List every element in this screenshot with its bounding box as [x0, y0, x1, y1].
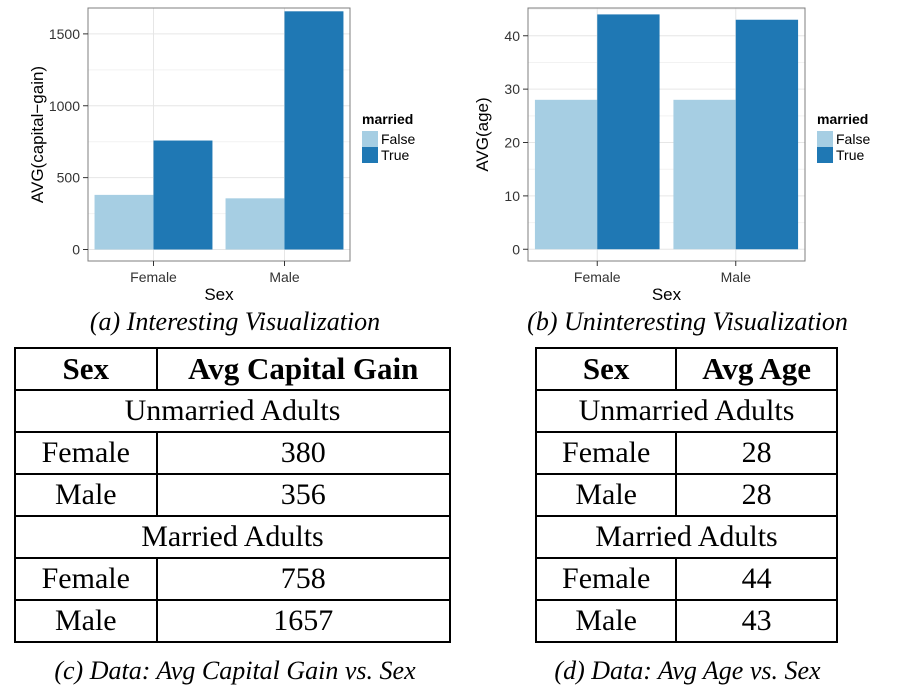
age-bar-chart: 0 10 20 30 40 Female Male Sex AVG(age) married Fal…: [473, 7, 870, 304]
legend-key: [362, 131, 378, 147]
x-axis-label: Sex: [204, 285, 234, 304]
bar: [284, 11, 344, 250]
capital-gain-table: Sex Avg Capital Gain Unmarried Adults Fe…: [14, 347, 452, 643]
y-tick-label: 20: [504, 135, 520, 151]
table-cell: 28: [675, 473, 838, 517]
table-cell: 356: [155, 473, 452, 517]
plot-border: [87, 7, 351, 262]
table-row: Male 43: [534, 599, 838, 643]
table-cell: 28: [675, 431, 838, 475]
table-row: Female 758: [14, 557, 452, 601]
table-cell: Male: [14, 473, 158, 517]
column-header: Avg Capital Gain: [155, 347, 452, 391]
table-row: Male 1657: [14, 599, 452, 643]
column-header: Sex: [14, 347, 158, 391]
y-tick-label: 1000: [49, 98, 80, 114]
table-cell: Female: [534, 557, 678, 601]
legend-label: False: [836, 131, 870, 147]
group-row: Unmarried Adults: [535, 389, 838, 433]
legend-label: False: [381, 131, 415, 147]
bar: [597, 14, 660, 250]
table-row: Male 356: [14, 473, 452, 517]
x-tick-label: Male: [721, 269, 752, 285]
y-tick-label: 30: [504, 81, 520, 97]
table-header-row: Sex Avg Age: [534, 347, 838, 391]
y-axis-label: AVG(capital−gain): [28, 66, 47, 203]
table-cell: 44: [675, 557, 838, 601]
bar: [225, 198, 285, 250]
table-cell: Female: [14, 431, 158, 475]
legend-key: [817, 131, 833, 147]
table-cell: Female: [534, 431, 678, 475]
table-cell: Male: [534, 473, 678, 517]
bar: [153, 140, 213, 250]
legend-label: True: [836, 147, 864, 163]
legend-label: True: [381, 147, 409, 163]
caption-d: (d) Data: Avg Age vs. Sex: [554, 656, 821, 685]
y-tick-label: 10: [504, 188, 520, 204]
caption-a: (a) Interesting Visualization: [89, 307, 381, 336]
caption-b: (b) Uninteresting Visualization: [527, 307, 848, 336]
legend-title: married: [362, 111, 413, 127]
table-row: Female 44: [534, 557, 838, 601]
table-cell: Male: [534, 599, 678, 643]
bar: [534, 99, 598, 250]
table-cell: Female: [14, 557, 158, 601]
table-cell: Male: [14, 599, 158, 643]
plot-border: [527, 7, 806, 262]
table-row: Female 28: [534, 431, 838, 475]
x-axis-label: Sex: [652, 285, 682, 304]
group-label: Unmarried Adults: [14, 389, 451, 433]
group-label: Unmarried Adults: [535, 389, 838, 433]
legend-key: [362, 147, 378, 163]
table-cell: 1657: [155, 599, 452, 643]
bar: [94, 194, 154, 250]
table-cell: 380: [155, 431, 452, 475]
column-header: Avg Age: [675, 347, 838, 391]
group-row: Unmarried Adults: [14, 389, 451, 433]
table-cell: 758: [155, 557, 452, 601]
table-header-row: Sex Avg Capital Gain: [14, 347, 452, 391]
legend-title: married: [817, 111, 868, 127]
group-label: Married Adults: [14, 515, 451, 559]
bar: [735, 19, 799, 250]
caption-c: (c) Data: Avg Capital Gain vs. Sex: [54, 656, 416, 685]
legend-key: [817, 147, 833, 163]
table-row: Female 380: [14, 431, 452, 475]
bar: [673, 99, 736, 250]
age-table: Sex Avg Age Unmarried Adults Female 28 M…: [534, 347, 838, 643]
table-cell: 43: [675, 599, 838, 643]
x-tick-label: Female: [130, 269, 177, 285]
column-header: Sex: [534, 347, 678, 391]
group-row: Married Adults: [14, 515, 451, 559]
y-tick-label: 40: [504, 28, 520, 44]
group-row: Married Adults: [535, 515, 838, 559]
x-tick-label: Female: [574, 269, 621, 285]
capital-gain-bar-chart: 0 500 1000 1500 Female Male Sex AVG(capital−gai…: [28, 7, 415, 304]
y-tick-label: 500: [57, 170, 81, 186]
y-tick-label: 1500: [49, 26, 80, 42]
table-row: Male 28: [534, 473, 838, 517]
x-tick-label: Male: [269, 269, 300, 285]
y-tick-label: 0: [512, 241, 520, 257]
y-tick-label: 0: [72, 242, 80, 258]
group-label: Married Adults: [535, 515, 838, 559]
y-axis-label: AVG(age): [473, 97, 492, 171]
